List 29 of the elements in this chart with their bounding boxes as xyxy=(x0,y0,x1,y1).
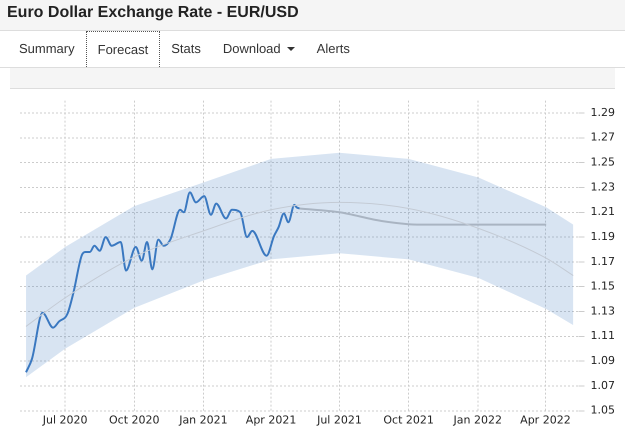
y-tick-label: 1.27 xyxy=(590,130,616,144)
text: Stats xyxy=(171,40,201,58)
y-tick-label: 1.05 xyxy=(590,404,616,417)
x-tick-label: Oct 2021 xyxy=(383,413,434,426)
y-tick-label: 1.19 xyxy=(590,230,616,243)
x-tick-label: Apr 2022 xyxy=(520,413,571,426)
x-tick-label: Jan 2022 xyxy=(452,413,502,426)
y-tick-label: 1.15 xyxy=(590,280,616,293)
line-series xyxy=(298,208,548,226)
y-tick-label: 1.11 xyxy=(590,329,616,342)
x-tick-label: Jan 2021 xyxy=(178,413,228,426)
y-tick-label: 1.21 xyxy=(590,205,616,218)
x-tick-label: Jul 2020 xyxy=(42,413,88,426)
y-tick-label: 1.07 xyxy=(590,378,616,392)
chart-title: Euro Dollar Exchange Rate - EUR/USD xyxy=(6,3,300,22)
x-tick-label: Apr 2021 xyxy=(246,413,296,426)
y-tick-label: 1.17 xyxy=(590,254,616,268)
y-tick-label: 1.13 xyxy=(590,304,616,318)
text: Forecast xyxy=(98,40,148,58)
y-tick-label: 1.09 xyxy=(590,354,616,368)
line-series xyxy=(25,191,301,374)
text: Alerts xyxy=(316,40,350,58)
text: Download xyxy=(222,40,281,58)
text: Summary xyxy=(19,40,75,58)
x-tick-label: Jul 2021 xyxy=(316,413,362,426)
y-tick-label: 1.23 xyxy=(590,180,616,194)
y-tick-label: 1.29 xyxy=(590,106,616,119)
y-tick-label: 1.25 xyxy=(590,156,616,168)
x-tick-label: Oct 2020 xyxy=(109,413,160,426)
